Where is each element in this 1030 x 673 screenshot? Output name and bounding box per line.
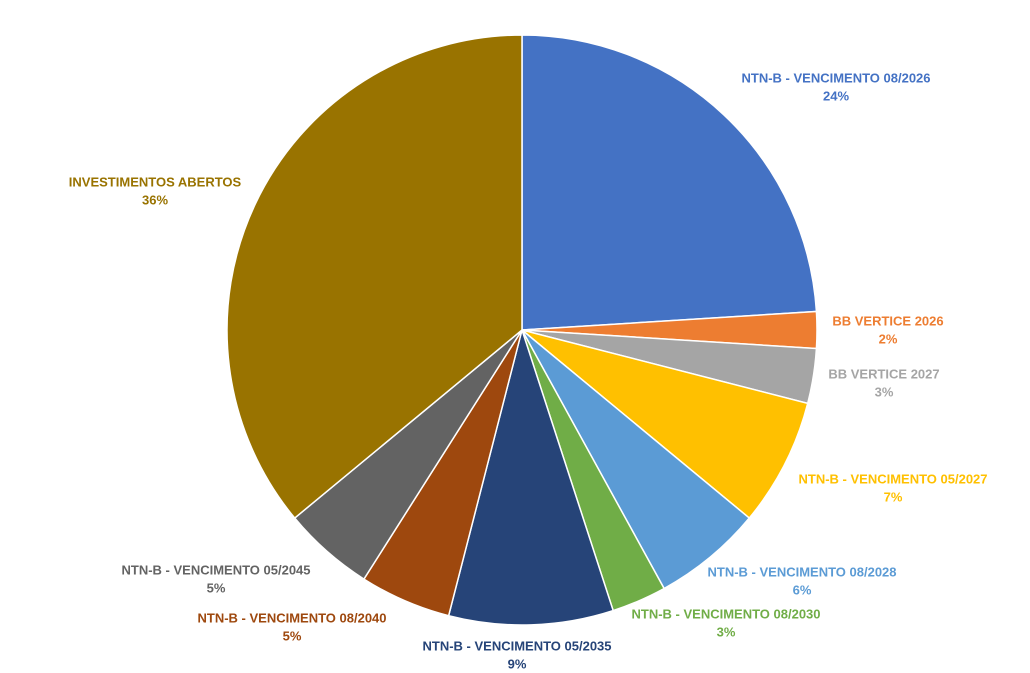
slice-label: NTN-B - VENCIMENTO 08/2030: [631, 606, 820, 621]
slice-value-label: 7%: [884, 489, 903, 504]
slice-value-label: 24%: [823, 88, 849, 103]
slice-label: NTN-B - VENCIMENTO 08/2026: [741, 70, 930, 85]
slice-label: INVESTIMENTOS ABERTOS: [69, 174, 242, 189]
slice-label: NTN-B - VENCIMENTO 08/2040: [197, 610, 386, 625]
slice-value-label: 9%: [508, 656, 527, 671]
slice-value-label: 36%: [142, 192, 168, 207]
slice-label: NTN-B - VENCIMENTO 05/2035: [422, 638, 611, 653]
slice-label: BB VERTICE 2027: [828, 366, 939, 381]
slice-value-label: 3%: [875, 384, 894, 399]
slice-value-label: 5%: [283, 628, 302, 643]
slice-label: NTN-B - VENCIMENTO 05/2045: [121, 562, 310, 577]
pie-slice: [447, 327, 615, 626]
slice-label: NTN-B - VENCIMENTO 05/2027: [798, 471, 987, 486]
slice-value-label: 6%: [793, 582, 812, 597]
pie-slice: [521, 34, 818, 331]
slice-label: BB VERTICE 2026: [832, 313, 943, 328]
pie-slice: [226, 34, 523, 520]
slice-value-label: 3%: [717, 624, 736, 639]
slice-label: NTN-B - VENCIMENTO 08/2028: [707, 564, 896, 579]
pie-slice: [521, 329, 809, 520]
slice-value-label: 2%: [879, 331, 898, 346]
slice-value-label: 5%: [207, 580, 226, 595]
